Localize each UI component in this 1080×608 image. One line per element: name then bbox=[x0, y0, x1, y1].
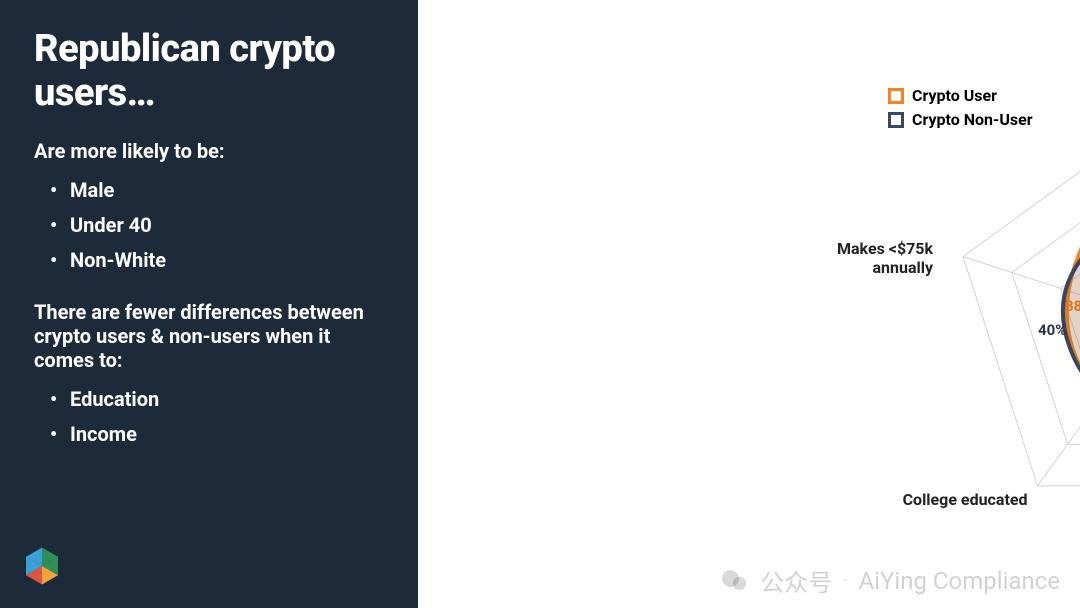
subhead-2: There are fewer differences between cryp… bbox=[34, 300, 384, 372]
axis-label: College educated bbox=[858, 490, 1028, 509]
wechat-icon bbox=[720, 566, 750, 596]
slide: Republican crypto users… Are more likely… bbox=[0, 0, 1080, 608]
bullet-list-1: MaleUnder 40Non-White bbox=[34, 173, 384, 278]
value-label: 40% bbox=[1038, 321, 1066, 339]
left-panel: Republican crypto users… Are more likely… bbox=[0, 0, 418, 608]
watermark-right: AiYing Compliance bbox=[858, 567, 1060, 595]
bullet-list-2: EducationIncome bbox=[34, 382, 384, 452]
bullet-item: Male bbox=[50, 173, 384, 208]
bullet-item: Income bbox=[50, 417, 384, 452]
brand-logo bbox=[20, 544, 64, 588]
bullet-item: Education bbox=[50, 382, 384, 417]
subhead-1: Are more likely to be: bbox=[34, 139, 384, 163]
chart-panel: Crypto UserCrypto Non-User Male18-39Non-… bbox=[418, 0, 1080, 608]
slide-title: Republican crypto users… bbox=[34, 28, 384, 115]
watermark-left: 公众号 bbox=[760, 563, 832, 598]
bullet-item: Non-White bbox=[50, 243, 384, 278]
axis-label: Makes <$75k annually bbox=[783, 239, 933, 277]
radar-chart bbox=[836, 0, 1080, 608]
watermark: 公众号 · AiYing Compliance bbox=[720, 563, 1060, 598]
value-label: 38% bbox=[1065, 297, 1080, 315]
bullet-item: Under 40 bbox=[50, 208, 384, 243]
watermark-sep: · bbox=[842, 567, 848, 595]
